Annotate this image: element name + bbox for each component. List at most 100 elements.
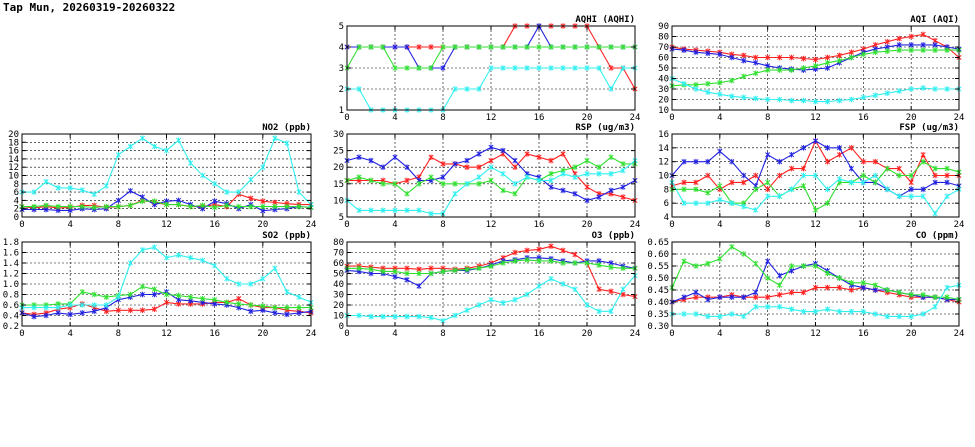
data-point [765, 275, 771, 281]
y-tick-label: 8 [14, 180, 19, 190]
data-point [848, 54, 854, 61]
data-point [428, 265, 434, 272]
data-point [584, 197, 590, 204]
data-point [151, 198, 158, 205]
data-point [115, 151, 121, 158]
data-point [705, 313, 711, 320]
data-point [91, 302, 97, 308]
data-point [872, 179, 878, 186]
chart-rsp: 5 10 15 20 25 30 0 4 8 12 16 20 24 RSP (ug/m3) [333, 123, 640, 230]
data-point [777, 67, 783, 73]
data-point [440, 44, 446, 50]
data-point [428, 270, 434, 277]
data-point [560, 281, 566, 287]
data-point [284, 203, 290, 210]
data-point [729, 200, 735, 206]
data-point [693, 263, 699, 269]
y-tick-label: 1.4 [3, 259, 19, 269]
data-point [789, 67, 795, 73]
y-tick-label: 4 [14, 196, 19, 206]
data-point [548, 258, 554, 264]
data-point [705, 189, 711, 196]
data-point [920, 151, 926, 158]
data-point [248, 203, 254, 210]
data-point [512, 190, 518, 197]
y-tick-label: 5 [339, 22, 344, 32]
data-point [777, 54, 783, 61]
data-point [440, 174, 446, 180]
data-point [548, 157, 554, 164]
data-point [560, 65, 566, 71]
data-point [548, 171, 554, 177]
data-point [932, 294, 938, 300]
data-point [705, 80, 711, 87]
data-point [741, 52, 747, 59]
data-point [151, 291, 158, 298]
data-point [356, 174, 362, 180]
data-point [741, 203, 747, 210]
y-tick-label: 0.60 [647, 250, 669, 260]
y-tick-label: 20 [8, 130, 19, 140]
data-point [175, 201, 182, 208]
x-tick-label: 0 [669, 329, 674, 339]
data-point [848, 96, 854, 103]
data-point [753, 59, 759, 66]
series-3 [19, 198, 314, 211]
y-tick-label: 0.65 [647, 238, 669, 248]
y-tick-label: 14 [8, 155, 19, 165]
data-point [572, 44, 578, 50]
data-point [524, 291, 530, 298]
data-point [705, 296, 711, 303]
data-point [729, 77, 735, 84]
data-point [608, 187, 614, 194]
data-point [356, 86, 362, 92]
data-point [884, 313, 890, 320]
data-point [368, 177, 374, 184]
y-tick-label: 10 [658, 106, 669, 116]
x-tick-label: 16 [858, 113, 869, 123]
data-point [512, 65, 518, 71]
data-point [236, 295, 242, 302]
data-point [848, 287, 854, 293]
y-tick-label: 2 [14, 205, 19, 215]
data-point [693, 179, 699, 186]
x-tick-label: 8 [116, 329, 121, 339]
data-point [55, 304, 61, 311]
data-point [560, 187, 566, 194]
x-tick-label: 24 [954, 220, 965, 230]
data-point [812, 308, 819, 315]
data-point [464, 44, 470, 50]
data-point [800, 55, 807, 62]
data-point [151, 244, 158, 251]
y-tick-label: 30 [333, 291, 344, 301]
data-point [620, 161, 626, 167]
data-point [693, 311, 699, 317]
data-point [836, 145, 842, 151]
data-point [488, 157, 494, 164]
data-point [896, 289, 902, 296]
chart-title: SO2 (ppb) [262, 231, 311, 241]
data-point [836, 151, 842, 158]
data-point [884, 38, 890, 45]
data-point [741, 57, 747, 64]
y-tick-label: 18 [8, 138, 19, 148]
y-tick-label: 1.8 [3, 238, 19, 248]
data-point [43, 202, 49, 209]
data-point [944, 294, 950, 300]
x-tick-label: 4 [67, 329, 72, 339]
data-point [884, 90, 890, 96]
data-point [896, 47, 902, 53]
data-point [812, 172, 819, 179]
x-tick-label: 12 [486, 220, 497, 230]
data-point [608, 264, 614, 270]
y-tick-label: 6 [14, 188, 19, 198]
data-point [127, 260, 133, 266]
data-point [548, 243, 554, 249]
data-point [248, 308, 254, 315]
data-point [248, 281, 254, 287]
x-tick-label: 0 [19, 220, 24, 230]
x-tick-label: 4 [717, 113, 722, 123]
x-tick-label: 8 [440, 220, 445, 230]
